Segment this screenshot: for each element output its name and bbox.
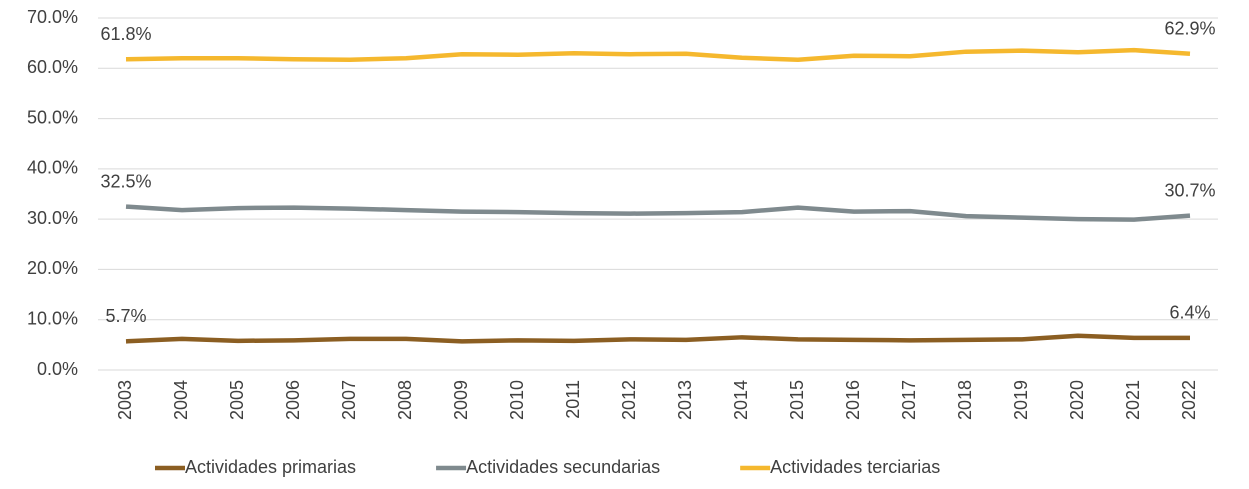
data-label: 6.4%	[1169, 303, 1210, 323]
y-tick-label: 60.0%	[27, 57, 78, 77]
line-series	[125, 47, 1191, 62]
x-tick-label: 2005	[227, 380, 247, 420]
x-tick-label: 2018	[955, 380, 975, 420]
x-tick-label: 2022	[1179, 380, 1199, 420]
y-tick-label: 40.0%	[27, 158, 78, 178]
x-tick-label: 2004	[171, 380, 191, 420]
data-label: 30.7%	[1164, 180, 1215, 200]
data-label: 61.8%	[100, 24, 151, 44]
x-tick-label: 2010	[507, 380, 527, 420]
x-tick-label: 2016	[843, 380, 863, 420]
y-tick-label: 10.0%	[27, 308, 78, 328]
x-tick-label: 2006	[283, 380, 303, 420]
x-tick-label: 2013	[675, 380, 695, 420]
legend-label: Actividades terciarias	[770, 457, 940, 477]
x-tick-label: 2015	[787, 380, 807, 420]
x-tick-label: 2019	[1011, 380, 1031, 420]
x-tick-label: 2014	[731, 380, 751, 420]
x-tick-label: 2008	[395, 380, 415, 420]
line-series	[125, 204, 1191, 222]
line-series	[125, 333, 1190, 344]
x-tick-label: 2007	[339, 380, 359, 420]
legend-label: Actividades primarias	[185, 457, 356, 477]
y-tick-label: 20.0%	[27, 258, 78, 278]
data-label: 62.9%	[1164, 18, 1215, 38]
y-tick-label: 50.0%	[27, 107, 78, 127]
data-label: 32.5%	[100, 171, 151, 191]
data-label: 5.7%	[105, 306, 146, 326]
y-tick-label: 70.0%	[27, 7, 78, 27]
x-tick-label: 2021	[1123, 380, 1143, 420]
x-tick-label: 2012	[619, 380, 639, 420]
y-tick-label: 0.0%	[37, 359, 78, 379]
x-tick-label: 2003	[115, 380, 135, 420]
x-tick-label: 2020	[1067, 380, 1087, 420]
x-tick-label: 2009	[451, 380, 471, 420]
x-tick-label: 2011	[563, 380, 583, 419]
legend-label: Actividades secundarias	[466, 457, 660, 477]
x-tick-label: 2017	[899, 380, 919, 420]
y-tick-label: 30.0%	[27, 208, 78, 228]
